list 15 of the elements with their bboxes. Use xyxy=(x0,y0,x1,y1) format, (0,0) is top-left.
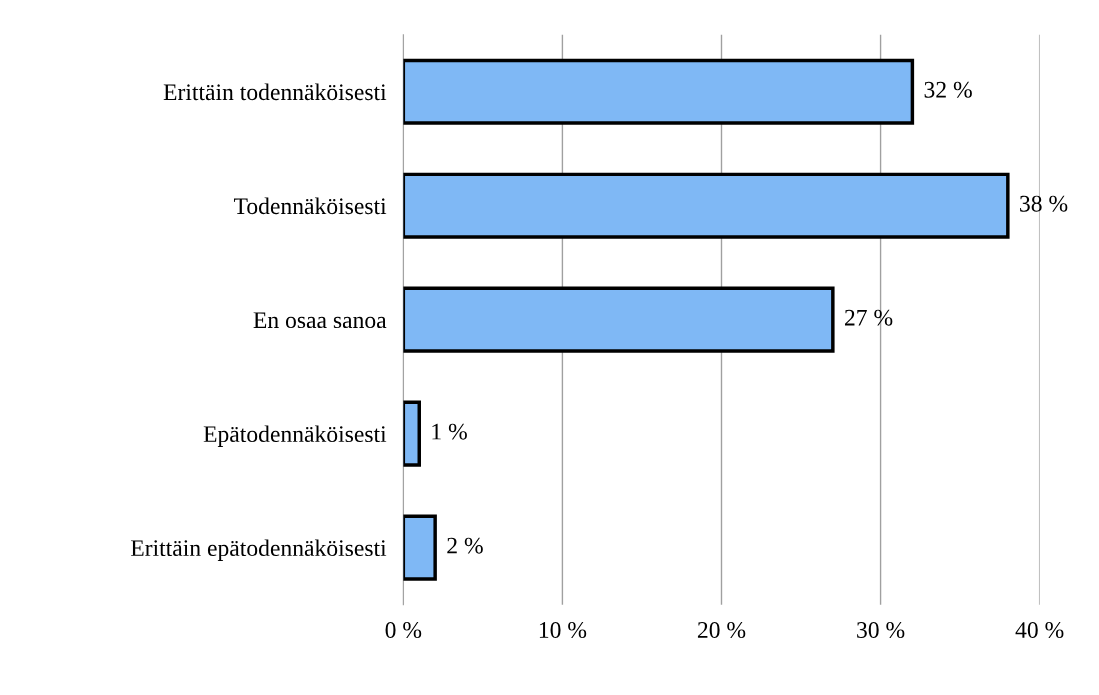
data-label: 1 % xyxy=(432,423,467,440)
data-label: 38 % xyxy=(1020,195,1068,212)
x-tick-label: 10 % xyxy=(539,622,587,639)
data-label: 27 % xyxy=(845,309,893,326)
x-tick-label: 20 % xyxy=(697,622,746,639)
data-label: 32 % xyxy=(924,81,972,98)
data-label: 2 % xyxy=(447,537,483,554)
x-tick-label: 0 % xyxy=(385,622,422,639)
y-tick-label: Erittäin epätodennäköisesti xyxy=(130,539,387,561)
y-tick-label: Todennäköisesti xyxy=(233,197,387,215)
x-tick-label: 30 % xyxy=(857,622,905,639)
y-tick-label: Epätodennäköisesti xyxy=(203,425,387,447)
y-tick-label: En osaa sanoa xyxy=(253,312,387,329)
x-tick-label: 40 % xyxy=(1015,622,1064,639)
y-tick-label: Erittäin todennäköisesti xyxy=(163,83,387,101)
